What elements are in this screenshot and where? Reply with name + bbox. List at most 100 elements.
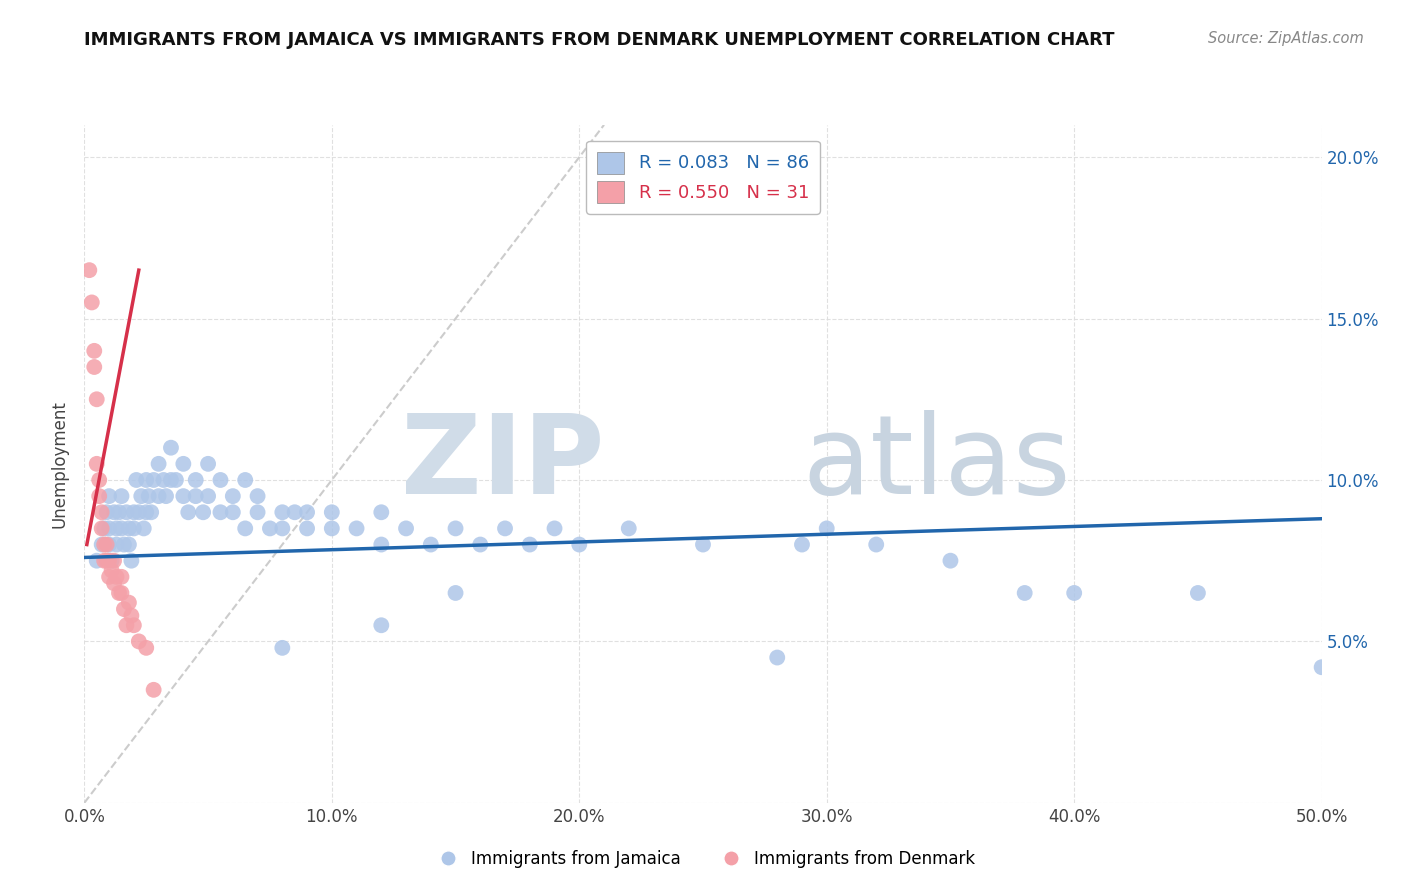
Point bbox=[155, 489, 177, 503]
Point bbox=[110, 521, 132, 535]
Text: Source: ZipAtlas.com: Source: ZipAtlas.com bbox=[1208, 31, 1364, 46]
Point bbox=[1063, 586, 1085, 600]
Point bbox=[141, 505, 163, 519]
Point bbox=[132, 521, 155, 535]
Point bbox=[494, 521, 516, 535]
Point bbox=[115, 618, 138, 632]
Point bbox=[103, 554, 125, 568]
Point bbox=[766, 650, 789, 665]
Point bbox=[370, 505, 392, 519]
Point bbox=[142, 473, 165, 487]
Point bbox=[98, 554, 121, 568]
Point bbox=[233, 521, 256, 535]
Point bbox=[209, 505, 232, 519]
Text: ZIP: ZIP bbox=[401, 410, 605, 517]
Point bbox=[105, 521, 128, 535]
Point bbox=[321, 521, 343, 535]
Point bbox=[444, 586, 467, 600]
Point bbox=[112, 537, 135, 551]
Point bbox=[129, 489, 152, 503]
Point bbox=[122, 618, 145, 632]
Point bbox=[89, 473, 111, 487]
Point bbox=[93, 521, 115, 535]
Point bbox=[128, 505, 150, 519]
Point bbox=[370, 618, 392, 632]
Point bbox=[118, 521, 141, 535]
Point bbox=[284, 505, 307, 519]
Point bbox=[295, 521, 318, 535]
Point bbox=[98, 489, 121, 503]
Point bbox=[128, 634, 150, 648]
Point bbox=[172, 489, 194, 503]
Point bbox=[80, 295, 103, 310]
Point bbox=[246, 505, 269, 519]
Point bbox=[103, 505, 125, 519]
Legend: R = 0.083   N = 86, R = 0.550   N = 31: R = 0.083 N = 86, R = 0.550 N = 31 bbox=[586, 141, 820, 213]
Point bbox=[90, 505, 112, 519]
Point bbox=[152, 473, 174, 487]
Point bbox=[118, 537, 141, 551]
Point bbox=[165, 473, 187, 487]
Y-axis label: Unemployment: Unemployment bbox=[51, 400, 69, 528]
Point bbox=[222, 505, 245, 519]
Point bbox=[246, 489, 269, 503]
Point bbox=[160, 441, 183, 455]
Point bbox=[96, 554, 118, 568]
Point bbox=[295, 505, 318, 519]
Point bbox=[90, 521, 112, 535]
Point bbox=[197, 457, 219, 471]
Point bbox=[118, 596, 141, 610]
Point bbox=[100, 563, 122, 577]
Text: IMMIGRANTS FROM JAMAICA VS IMMIGRANTS FROM DENMARK UNEMPLOYMENT CORRELATION CHAR: IMMIGRANTS FROM JAMAICA VS IMMIGRANTS FR… bbox=[84, 31, 1115, 49]
Point bbox=[1187, 586, 1209, 600]
Point bbox=[259, 521, 281, 535]
Point bbox=[90, 537, 112, 551]
Point bbox=[197, 489, 219, 503]
Point bbox=[96, 505, 118, 519]
Point bbox=[419, 537, 441, 551]
Point bbox=[1310, 660, 1333, 674]
Point bbox=[222, 489, 245, 503]
Point bbox=[96, 537, 118, 551]
Point bbox=[108, 586, 131, 600]
Point bbox=[105, 537, 128, 551]
Point bbox=[135, 505, 157, 519]
Point bbox=[120, 608, 142, 623]
Point bbox=[122, 521, 145, 535]
Point bbox=[110, 586, 132, 600]
Point bbox=[110, 489, 132, 503]
Point bbox=[122, 505, 145, 519]
Point bbox=[395, 521, 418, 535]
Point bbox=[444, 521, 467, 535]
Point bbox=[519, 537, 541, 551]
Point bbox=[815, 521, 838, 535]
Point bbox=[135, 473, 157, 487]
Point bbox=[125, 473, 148, 487]
Point bbox=[790, 537, 813, 551]
Point bbox=[1014, 586, 1036, 600]
Point bbox=[939, 554, 962, 568]
Point bbox=[692, 537, 714, 551]
Point bbox=[271, 505, 294, 519]
Point bbox=[142, 682, 165, 697]
Point bbox=[148, 457, 170, 471]
Legend: Immigrants from Jamaica, Immigrants from Denmark: Immigrants from Jamaica, Immigrants from… bbox=[425, 844, 981, 875]
Point bbox=[184, 489, 207, 503]
Point bbox=[470, 537, 492, 551]
Point bbox=[83, 359, 105, 374]
Point bbox=[865, 537, 887, 551]
Point bbox=[93, 554, 115, 568]
Point bbox=[568, 537, 591, 551]
Point bbox=[86, 457, 108, 471]
Point bbox=[108, 505, 131, 519]
Point bbox=[103, 576, 125, 591]
Point bbox=[138, 489, 160, 503]
Point bbox=[370, 537, 392, 551]
Point bbox=[115, 505, 138, 519]
Point bbox=[112, 602, 135, 616]
Point bbox=[79, 263, 101, 277]
Point bbox=[98, 570, 121, 584]
Point bbox=[83, 343, 105, 358]
Point bbox=[93, 537, 115, 551]
Point bbox=[172, 457, 194, 471]
